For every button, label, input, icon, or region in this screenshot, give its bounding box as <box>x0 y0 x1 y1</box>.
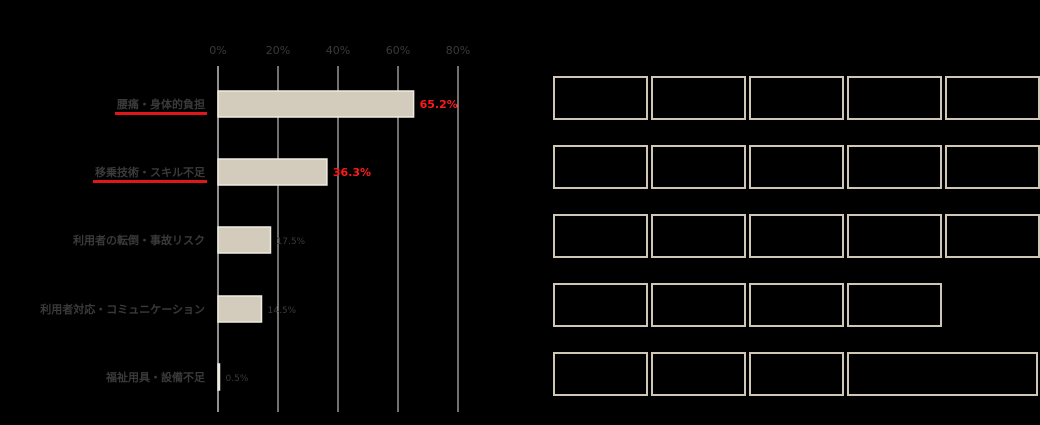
bar <box>217 226 272 254</box>
grid-box <box>651 214 746 258</box>
grid-box <box>945 76 1040 120</box>
grid-box <box>749 214 844 258</box>
grid-box <box>945 214 1040 258</box>
grid-box <box>749 145 844 189</box>
bar <box>217 363 221 391</box>
grid-box <box>847 352 1038 396</box>
grid-box <box>553 283 648 327</box>
category-label: 腰痛・身体的負担 <box>116 97 205 111</box>
highlight-underline <box>93 180 207 183</box>
x-tick-label: 0% <box>209 44 226 57</box>
grid-box <box>847 76 942 120</box>
highlight-underline <box>115 112 207 115</box>
grid-box <box>553 76 648 120</box>
category-label: 利用者の転倒・事故リスク <box>73 233 205 247</box>
bar <box>217 158 328 186</box>
bar <box>217 295 263 323</box>
grid-box <box>945 145 1040 189</box>
grid-box <box>847 283 942 327</box>
grid-box <box>749 352 844 396</box>
category-label: 福祉用具・設備不足 <box>105 370 206 384</box>
grid-box <box>749 76 844 120</box>
grid-box <box>651 352 746 396</box>
x-tick-label: 40% <box>326 44 350 57</box>
grid-box <box>651 145 746 189</box>
grid-box <box>651 76 746 120</box>
data-label: 0.5% <box>226 374 249 384</box>
bar <box>217 90 415 118</box>
data-label: 17.5% <box>277 237 306 247</box>
data-label: 36.3% <box>333 166 371 179</box>
grid-box <box>553 145 648 189</box>
data-label: 14.5% <box>268 306 297 316</box>
grid-box <box>651 283 746 327</box>
grid-box <box>553 214 648 258</box>
category-label: 利用者対応・コミュニケーション <box>40 302 205 316</box>
category-label: 移乗技術・スキル不足 <box>95 165 206 179</box>
grid-box <box>847 214 942 258</box>
grid-box <box>553 352 648 396</box>
x-tick-label: 80% <box>446 44 470 57</box>
data-label: 65.2% <box>420 98 458 111</box>
grid-box <box>847 145 942 189</box>
grid-box <box>749 283 844 327</box>
x-tick-label: 60% <box>386 44 410 57</box>
x-tick-label: 20% <box>266 44 290 57</box>
